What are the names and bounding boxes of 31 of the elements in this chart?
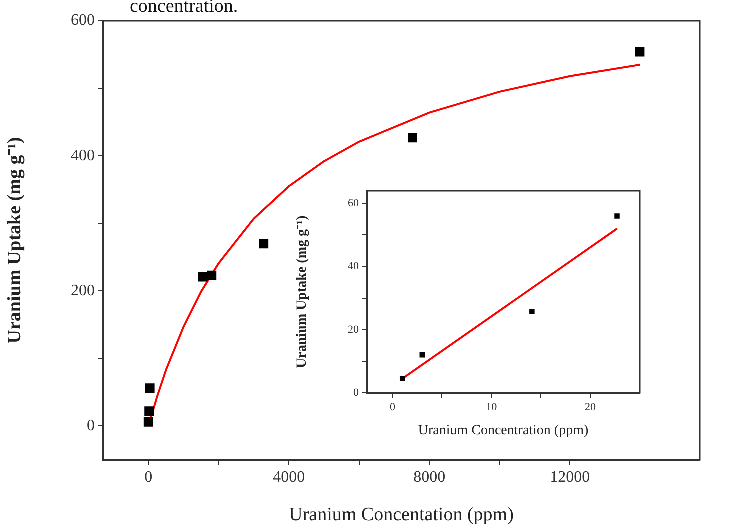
y-tick-label: 60 [348, 198, 360, 210]
point [635, 47, 645, 57]
point [198, 272, 208, 282]
y-tick-label: 20 [348, 324, 360, 336]
y-axis-title: Uranium Uptake (mg g⁻¹) [4, 137, 26, 344]
x-tick-label: 10 [486, 401, 498, 414]
y-axis-title: Uranium Uptake (mg g⁻¹) [295, 215, 310, 368]
x-axis-title: Uranium Concentation (ppm) [289, 504, 514, 526]
x-tick-label: 12000 [550, 468, 590, 486]
y-tick-label: 400 [71, 147, 95, 164]
y-tick-label: 600 [71, 12, 95, 30]
x-tick-label: 0 [390, 401, 396, 414]
point [144, 417, 154, 427]
point [207, 270, 217, 280]
y-tick-label: 0 [87, 417, 95, 434]
point [259, 239, 269, 249]
x-tick-label: 20 [585, 401, 597, 414]
point [420, 352, 426, 358]
point [400, 376, 406, 382]
point [530, 309, 535, 315]
point [144, 406, 154, 416]
x-tick-label: 0 [144, 468, 153, 486]
x-axis-title: Uranium Concentration (ppm) [418, 423, 589, 438]
y-tick-label: 200 [71, 282, 95, 300]
x-tick-label: 8000 [414, 468, 446, 486]
x-tick-label: 4000 [273, 468, 306, 486]
y-tick-label: 0 [354, 386, 360, 399]
point [614, 214, 620, 219]
point [145, 384, 155, 394]
point [408, 133, 418, 143]
y-tick-label: 40 [348, 260, 360, 273]
